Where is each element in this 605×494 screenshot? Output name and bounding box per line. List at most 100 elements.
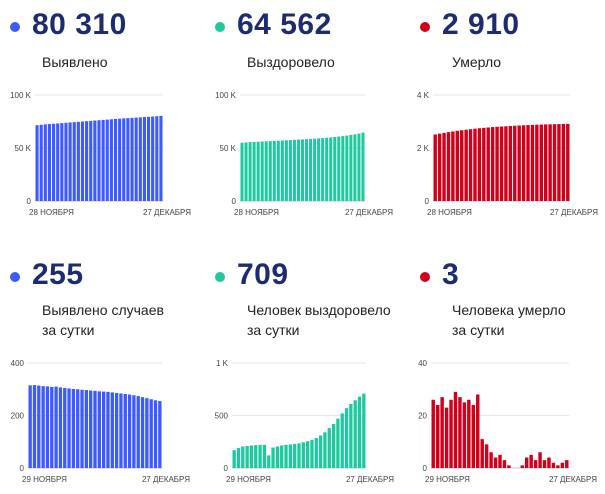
panel-detected-daily: 255 Выявлено случаев за сутки: [10, 258, 205, 488]
bar: [127, 394, 132, 468]
bar: [321, 138, 325, 201]
y-tick-label: 0: [425, 197, 430, 206]
bar: [105, 119, 109, 201]
bar: [280, 445, 284, 468]
bar: [264, 141, 268, 201]
bar: [489, 452, 493, 468]
bullet-dot-icon: [215, 22, 225, 32]
bar: [309, 138, 313, 201]
total-died-label: Умерло: [452, 54, 502, 70]
x-tick-label: 27 ДЕКАБРЯ: [345, 208, 393, 217]
bar: [468, 129, 473, 201]
bar: [323, 432, 327, 468]
bar: [471, 405, 476, 468]
bar: [437, 133, 442, 201]
bar: [357, 396, 362, 468]
y-tick-label: 0: [20, 464, 25, 473]
x-tick-label: 28 НОЯБРЯ: [29, 208, 74, 217]
bar: [340, 413, 344, 468]
bar: [71, 388, 76, 468]
daily-died-value: 3: [442, 258, 460, 291]
chart-daily-died: 0 20 40 29 НОЯБРЯ 27 ДЕКАБРЯ: [418, 359, 597, 484]
y-tick-label: 0: [232, 197, 237, 206]
bar: [453, 391, 458, 468]
bar: [114, 392, 119, 468]
bar: [138, 117, 142, 201]
total-detected-label: Выявлено: [42, 54, 108, 70]
bar: [35, 125, 39, 201]
bar: [63, 387, 67, 468]
bar: [93, 390, 97, 468]
bar: [76, 389, 80, 468]
chart-daily-recovered: 0 500 1 K 29 НОЯБРЯ 27 ДЕКАБРЯ: [215, 359, 395, 484]
bullet-dot-icon: [420, 22, 430, 32]
bar: [556, 465, 560, 468]
bar: [39, 124, 43, 201]
bar: [329, 137, 333, 201]
x-tick-label: 29 НОЯБРЯ: [425, 475, 470, 484]
bar: [543, 124, 548, 201]
bar: [460, 130, 464, 201]
bar: [337, 136, 341, 201]
bar: [552, 124, 557, 201]
y-tick-label: 40: [418, 359, 427, 368]
bullet-dot-icon: [215, 272, 225, 282]
y-tick-label: 2 K: [417, 144, 430, 153]
bar: [67, 388, 71, 468]
total-detected-value: 80 310: [32, 8, 127, 41]
bar: [267, 455, 271, 468]
chart-total-detected: 0 50 K 100 K 28 НОЯБРЯ 27 ДЕКАБРЯ: [10, 91, 191, 217]
bar: [502, 460, 507, 468]
bar: [155, 116, 159, 201]
x-tick-label: 27 ДЕКАБРЯ: [346, 475, 394, 484]
bar: [538, 452, 542, 468]
bar: [142, 117, 146, 201]
x-tick-label: 27 ДЕКАБРЯ: [143, 208, 191, 217]
bar: [327, 428, 331, 468]
bar: [357, 133, 361, 201]
y-tick-label: 0: [27, 197, 32, 206]
bar: [565, 460, 569, 468]
bar: [300, 139, 305, 201]
bar: [256, 141, 260, 201]
y-tick-label: 100 K: [10, 91, 32, 100]
bar: [151, 116, 155, 201]
bar: [76, 121, 80, 201]
bar: [333, 136, 337, 201]
bar: [301, 442, 305, 468]
bar: [106, 391, 110, 468]
panel-died-daily: 3 Человека умерло за сутки: [420, 258, 605, 488]
bar: [101, 391, 106, 468]
bar: [284, 140, 288, 201]
bullet-dot-icon: [10, 272, 20, 282]
bar: [252, 141, 256, 201]
bar: [499, 126, 504, 201]
bar: [140, 397, 145, 468]
chart-daily-detected: 0 200 400 29 НОЯБРЯ 27 ДЕКАБРЯ: [11, 359, 191, 484]
bar: [280, 140, 284, 201]
bar: [271, 447, 275, 468]
bar: [305, 139, 309, 201]
bar: [136, 396, 140, 468]
panel-recovered: 64 562 Выздоровело: [215, 8, 410, 238]
bar: [490, 127, 495, 201]
bar: [548, 124, 552, 201]
bar: [89, 120, 93, 201]
bar: [435, 405, 440, 468]
bar: [331, 423, 336, 468]
bar: [526, 125, 530, 201]
bar: [477, 128, 482, 201]
bar: [557, 124, 561, 201]
y-tick-label: 100 K: [215, 91, 237, 100]
bar: [249, 445, 254, 468]
y-tick-label: 0: [423, 464, 428, 473]
bar: [547, 457, 551, 468]
panel-died: 2 910 Умерло: [420, 8, 605, 238]
bar: [336, 418, 340, 468]
bar: [130, 117, 134, 201]
bar: [353, 400, 357, 468]
total-recovered-label: Выздоровело: [247, 54, 335, 70]
bar: [288, 444, 293, 468]
bar: [520, 465, 524, 468]
bar: [72, 122, 76, 201]
